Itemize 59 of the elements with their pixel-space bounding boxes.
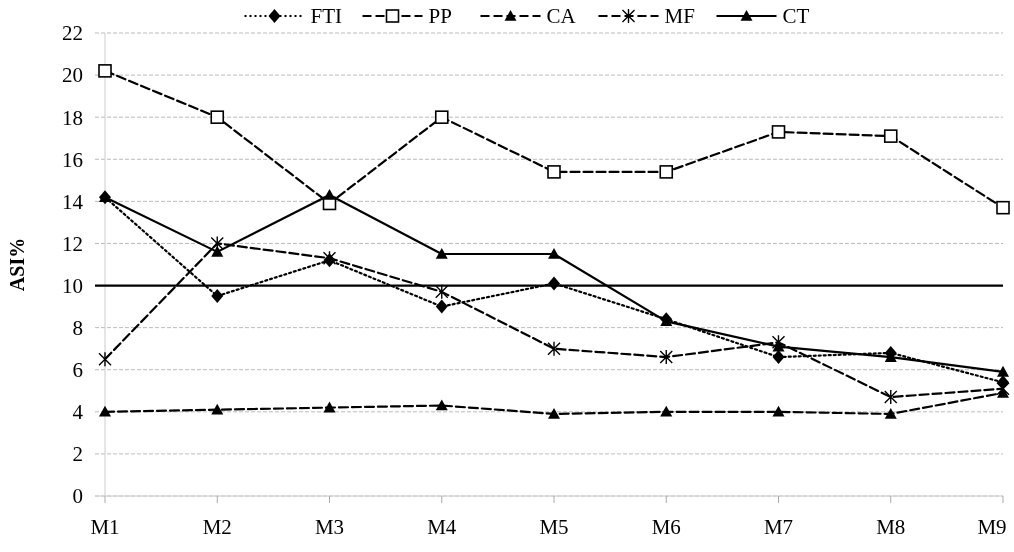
point (99, 405, 111, 417)
y-tick-label: 20 (62, 63, 83, 88)
x-tick-label: M5 (539, 515, 569, 539)
point (547, 340, 561, 357)
legend-label: CT (782, 4, 810, 29)
y-tick-label: 16 (62, 147, 83, 172)
point (997, 365, 1009, 377)
y-tick-label: 12 (62, 231, 83, 256)
point (659, 165, 674, 179)
point (884, 389, 898, 405)
y-axis-title: ASI% (6, 237, 28, 292)
x-tick-label: M6 (651, 515, 681, 539)
point (547, 165, 561, 179)
point (660, 405, 673, 417)
x-tick-label: M1 (90, 515, 120, 539)
point (435, 399, 448, 411)
y-tick-label: 22 (62, 21, 83, 46)
x-tick-label: M9 (977, 515, 1007, 539)
y-tick-label: 18 (62, 105, 83, 130)
point (435, 247, 448, 259)
legend-label: PP (428, 4, 452, 29)
x-tick-label: M8 (876, 515, 906, 539)
y-tick-label: 2 (72, 442, 83, 467)
point (548, 247, 560, 259)
y-tick-label: 10 (62, 273, 83, 298)
point (996, 380, 1010, 397)
point (211, 245, 224, 257)
point (98, 64, 112, 78)
point (771, 334, 786, 351)
point (211, 403, 224, 415)
legend-label: MF (664, 4, 695, 29)
point (211, 289, 224, 304)
point (323, 401, 336, 413)
legend-label: CA (546, 4, 577, 29)
point (884, 407, 897, 419)
point (435, 299, 448, 314)
point (771, 125, 786, 139)
point (548, 276, 560, 291)
y-tick-label: 6 (72, 358, 83, 383)
point (772, 350, 785, 365)
x-tick-label: M2 (202, 515, 232, 539)
y-tick-label: 0 (72, 484, 83, 509)
point (323, 189, 336, 200)
point (772, 405, 785, 417)
point (98, 351, 112, 367)
y-tick-label: 14 (62, 189, 84, 214)
point (548, 407, 560, 419)
y-tick-label: 4 (72, 400, 84, 425)
point (434, 110, 449, 124)
point (435, 284, 449, 300)
point (210, 110, 225, 124)
y-tick-label: 8 (72, 315, 83, 340)
x-tick-label: M7 (763, 515, 794, 539)
legend-label: FTI (310, 4, 343, 29)
point (996, 200, 1010, 215)
point (883, 129, 898, 143)
x-tick-label: M3 (314, 515, 345, 539)
x-tick-label: M4 (427, 515, 457, 539)
point (659, 349, 673, 365)
